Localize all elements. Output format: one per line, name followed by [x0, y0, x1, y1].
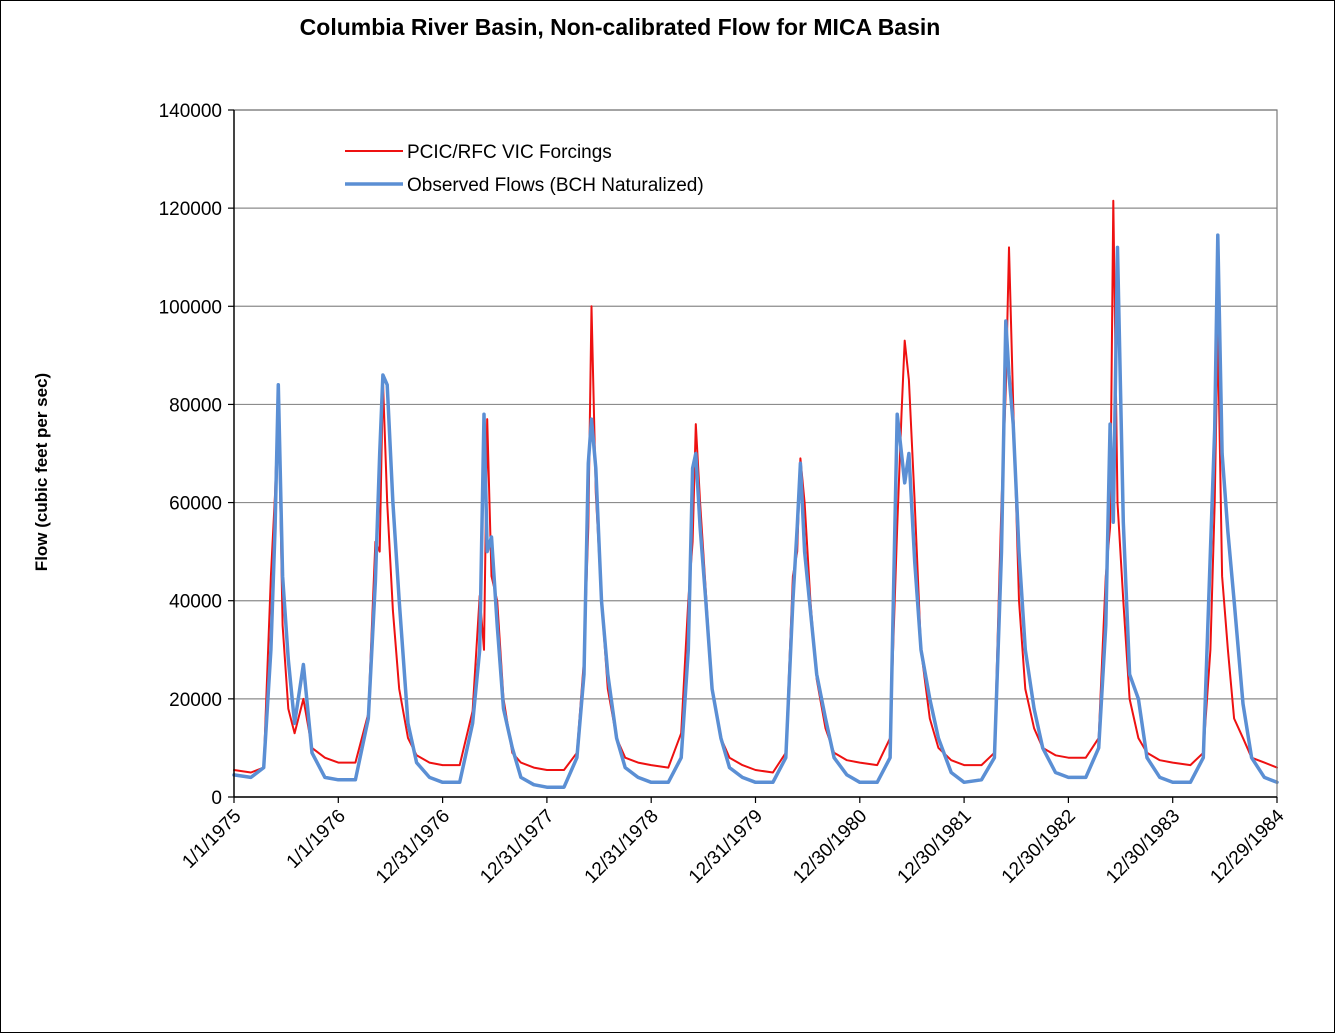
y-tick-label: 80000 [169, 395, 222, 416]
series-line-observed [232, 233, 1279, 789]
y-tick-label: 60000 [169, 494, 222, 515]
x-tick-label: 12/31/1977 [476, 806, 558, 888]
y-tick-labels: 0 20000 40000 60000 80000 100000 120000 140000 [159, 101, 222, 809]
y-tick-label: 120000 [159, 199, 222, 220]
y-tick-label: 20000 [169, 690, 222, 711]
x-tick-label: 12/31/1979 [685, 806, 767, 888]
x-tick-label: 12/31/1976 [372, 806, 454, 888]
x-tick-label: 1/1/1976 [283, 806, 350, 873]
series-layer [232, 199, 1279, 789]
legend: PCIC/RFC VIC Forcings Observed Flows (BCH… [345, 142, 704, 196]
x-tick-label: 12/30/1980 [789, 806, 871, 888]
y-tick-label: 40000 [169, 592, 222, 613]
x-tick-label: 12/29/1984 [1206, 805, 1288, 887]
y-tick-label: 0 [211, 788, 222, 809]
x-tick-label: 12/31/1978 [581, 806, 663, 888]
y-tick-label: 100000 [159, 297, 222, 318]
series-line-pcic-rfc [233, 199, 1278, 774]
legend-label: PCIC/RFC VIC Forcings [407, 142, 612, 163]
x-tick-label: 12/30/1982 [998, 806, 1080, 888]
x-tick-labels: 1/1/1975 1/1/1976 12/31/1976 12/31/1977 12/3… [178, 805, 1288, 887]
y-tick-label: 140000 [159, 101, 222, 122]
axes [228, 109, 1278, 803]
chart-title: Columbia River Basin, Non-calibrated Flo… [299, 14, 941, 40]
x-tick-label: 1/1/1975 [178, 806, 245, 873]
x-tick-label: 12/30/1981 [894, 806, 976, 888]
x-tick-label: 12/30/1983 [1102, 806, 1184, 888]
legend-label: Observed Flows (BCH Naturalized) [407, 175, 704, 196]
